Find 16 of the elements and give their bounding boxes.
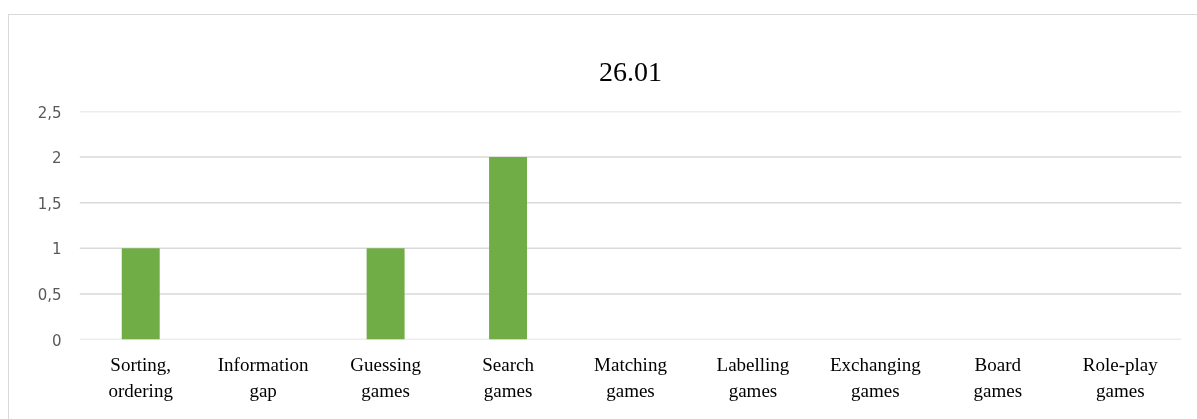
x-tick-label: Guessing games [350, 353, 422, 401]
x-tick-label: Information gap [217, 353, 310, 401]
x-tick-label: Matching games [594, 353, 668, 401]
x-tick-label: Exchanging games [830, 353, 922, 401]
y-tick-label: 1,5 [37, 194, 62, 213]
x-tick-label: Board games [973, 353, 1023, 401]
y-tick-label: 2 [51, 149, 62, 168]
y-tick-label: 2,5 [37, 103, 62, 122]
y-tick-label: 0 [51, 331, 62, 350]
x-tick-label: Sorting, ordering [108, 353, 174, 401]
x-tick-label: Role-play games [1082, 353, 1159, 401]
y-tick-label: 0,5 [37, 285, 62, 304]
x-tick-label: Labelling games [716, 353, 790, 401]
x-tick-label: Search games [482, 353, 535, 401]
y-tick-label: 1 [51, 240, 62, 259]
chart-title: 26.01 [599, 55, 662, 87]
